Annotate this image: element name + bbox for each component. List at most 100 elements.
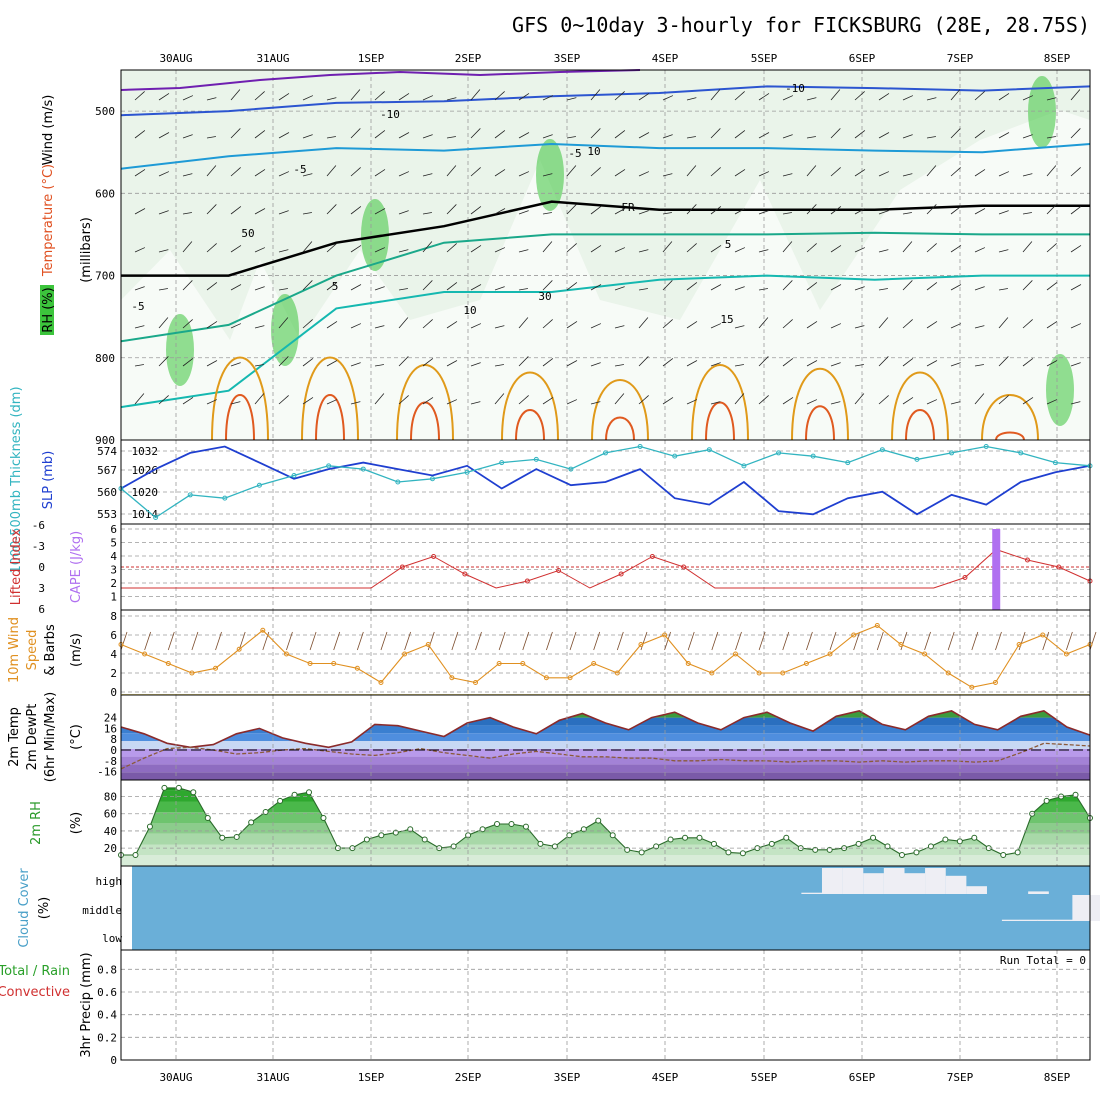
wind-barb: [782, 134, 793, 139]
rh-tick-label: 60: [104, 808, 117, 821]
wind-barb: [878, 356, 889, 367]
isotherm-line: [120, 142, 1091, 170]
hot-isotherm-dome: [315, 394, 345, 441]
temp-line: [120, 710, 1091, 749]
wind-barb: [254, 91, 265, 101]
wind-barb: [254, 364, 264, 367]
wind-barb: [374, 208, 386, 215]
wind-barb: [902, 173, 913, 177]
thickness-tick-label: 567: [97, 464, 117, 477]
contour-label: -5: [568, 147, 581, 160]
pressure-axis-label: (millibars): [79, 217, 94, 283]
wind-barb: [638, 395, 649, 405]
wind-barb-10m: [947, 631, 955, 651]
wind-speed-axis-label: Speed: [25, 630, 40, 671]
contour-label: 5: [332, 280, 339, 293]
high-cloud-bar: [945, 875, 967, 894]
top-date-label: 8SEP: [1044, 52, 1071, 65]
wind-barb: [278, 132, 290, 139]
bottom-date-label: 2SEP: [455, 1071, 482, 1084]
wind-barb: [662, 95, 674, 101]
wind-barb: [518, 395, 529, 405]
wind-axis-label: Wind (m/s): [41, 95, 56, 166]
wind-barb: [782, 280, 793, 291]
wind-barb: [494, 247, 506, 253]
rh-point: [551, 843, 558, 850]
wind-barb: [974, 393, 985, 405]
wind-barb: [950, 206, 962, 215]
top-date-axis: 30AUG 31AUG 1SEP 2SEP 3SEP 4SEP 5SEP 6SEP 7SEP 8S…: [159, 52, 1070, 65]
rh-point: [725, 849, 732, 856]
contour-label: 50: [241, 227, 254, 240]
wind-barb: [518, 132, 530, 139]
wind-barb: [734, 247, 746, 253]
wind-barb: [1070, 89, 1081, 101]
wind-speed-point: [803, 661, 809, 666]
wind-barb: [734, 325, 745, 329]
wind-barb: [206, 97, 217, 101]
wind-barb: [782, 95, 794, 101]
wind-barb: [926, 360, 938, 367]
thickness-tick-label: 553: [97, 508, 117, 521]
li-tick-label: -3: [32, 540, 45, 553]
warm-isotherm-dome: [891, 371, 949, 441]
wind-barb: [446, 282, 458, 291]
rh2m-axis-label: 2m RH: [29, 801, 44, 845]
wind-speed-point: [520, 661, 526, 666]
wind-barb: [230, 323, 242, 329]
rh-point: [653, 843, 660, 850]
hot-isotherm-dome: [995, 431, 1025, 441]
high-cloud-bar: [842, 868, 864, 894]
rh-point: [739, 850, 746, 857]
rh-point: [175, 784, 182, 791]
wind-barb: [686, 321, 698, 329]
thickness-point: [256, 482, 262, 488]
wind-barb: [134, 247, 146, 253]
cape-tick-label: 1: [110, 591, 117, 604]
wind-tick-label: 6: [110, 629, 117, 642]
rh-point: [494, 821, 501, 828]
contour-label: -5: [131, 300, 144, 313]
wind-barb: [422, 241, 433, 253]
wind-barb: [1070, 128, 1081, 139]
wind-barb: [686, 136, 696, 139]
wind-barb: [662, 358, 674, 367]
wind-barb: [446, 243, 457, 253]
rh-point: [898, 852, 905, 858]
warm-isotherm-dome: [691, 364, 749, 441]
wind-barb: [950, 89, 961, 101]
wind-barb: [302, 134, 313, 139]
wind-barb: [950, 167, 961, 177]
wind-barb: [1070, 206, 1082, 215]
temp-band: [121, 748, 1090, 757]
wind-barb: [998, 249, 1009, 253]
wind-barb: [950, 401, 961, 405]
wind-barb: [134, 130, 146, 139]
temp-tick-label: 16: [104, 722, 117, 735]
wind-barb: [518, 317, 529, 329]
temp-band: [121, 772, 1090, 780]
wind-barb: [758, 93, 770, 101]
rh-point: [450, 843, 457, 850]
bottom-date-label: 7SEP: [947, 1071, 974, 1084]
slp-tick-label: 1020: [132, 486, 159, 499]
wind-barb: [734, 169, 746, 177]
wind-speed-point: [709, 670, 715, 676]
li-point: [962, 575, 968, 580]
wind-barb-10m: [664, 631, 671, 651]
rh-band: [121, 833, 1090, 845]
wind-speed-point: [851, 632, 857, 638]
wind-barb: [830, 245, 842, 253]
contour-label: -10: [785, 82, 805, 95]
wind-barb: [782, 212, 792, 215]
thickness-point: [291, 473, 297, 479]
wind-barb: [542, 134, 553, 139]
wind-barb: [326, 136, 336, 139]
wind-speed-point: [898, 642, 904, 647]
top-date-label: 31AUG: [256, 52, 289, 65]
wind-barb: [542, 173, 553, 177]
wind-barb: [782, 397, 794, 405]
wind-barb: [278, 171, 290, 177]
middle-cloud-bar: [1001, 919, 1020, 921]
